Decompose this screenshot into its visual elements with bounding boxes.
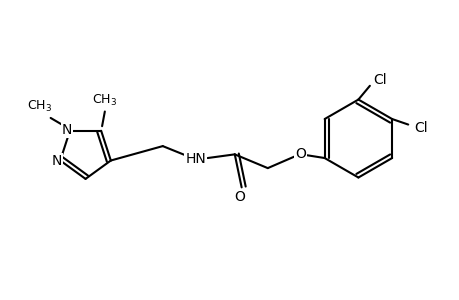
Text: N: N — [51, 154, 62, 168]
Text: Cl: Cl — [373, 73, 386, 87]
Text: CH$_3$: CH$_3$ — [27, 99, 51, 114]
Text: Cl: Cl — [414, 121, 427, 135]
Text: N: N — [62, 123, 72, 137]
Text: CH$_3$: CH$_3$ — [92, 92, 117, 108]
Text: O: O — [295, 147, 306, 161]
Text: HN: HN — [185, 152, 206, 166]
Text: O: O — [234, 190, 244, 205]
